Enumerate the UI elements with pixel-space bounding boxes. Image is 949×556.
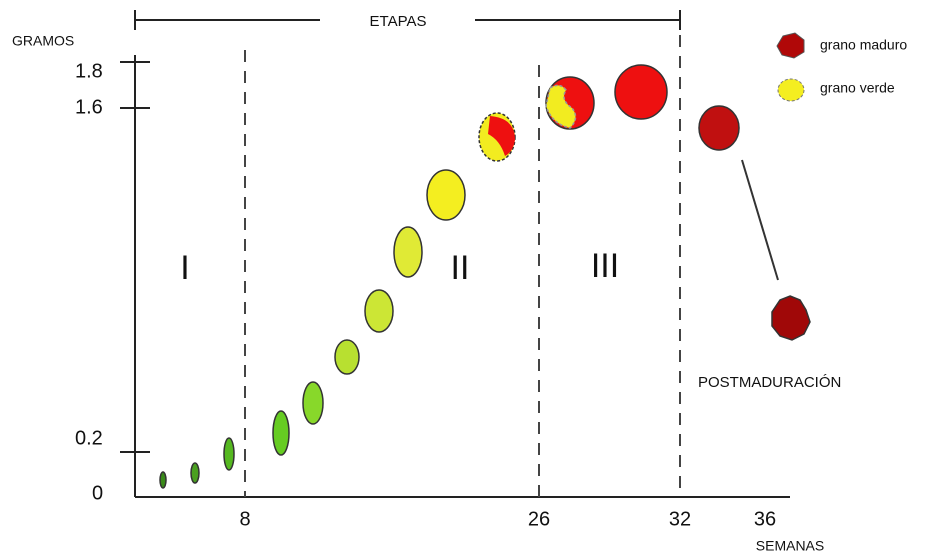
x-tick-label: 32 (669, 508, 691, 530)
diagram: ETAPAS GRAMOS SEMANAS 1.8 1.6 0.2 0 8 26… (0, 0, 949, 556)
x-axis-title: SEMANAS (756, 538, 824, 554)
stage-label: I (180, 249, 189, 287)
legend-label: grano verde (820, 80, 895, 96)
legend-label: grano maduro (820, 37, 907, 53)
stages-title: ETAPAS (370, 13, 427, 30)
grain (365, 290, 393, 332)
legend-swatch (778, 79, 804, 101)
stage-label: III (591, 247, 619, 285)
grain (394, 227, 422, 277)
y-tick-label: 0 (92, 482, 103, 504)
connector (742, 160, 778, 280)
y-axis-title: GRAMOS (12, 33, 74, 49)
grain (772, 296, 810, 340)
grain (335, 340, 359, 374)
grain (615, 65, 667, 119)
grain (303, 382, 323, 424)
x-tick-label: 26 (528, 508, 550, 530)
grain (427, 170, 465, 220)
grain (699, 106, 739, 150)
y-tick-label: 1.8 (75, 60, 103, 82)
stage-label: II (451, 249, 470, 287)
annotation: POSTMADURACIÓN (698, 374, 841, 391)
legend-swatch (777, 33, 804, 58)
y-tick-label: 0.2 (75, 427, 103, 449)
grains (160, 65, 810, 488)
x-tick-label: 36 (754, 508, 776, 530)
grain (273, 411, 289, 455)
grain (191, 463, 199, 483)
grain (160, 472, 166, 488)
y-tick-label: 1.6 (75, 96, 103, 118)
grain (224, 438, 234, 470)
x-tick-label: 8 (239, 508, 250, 530)
